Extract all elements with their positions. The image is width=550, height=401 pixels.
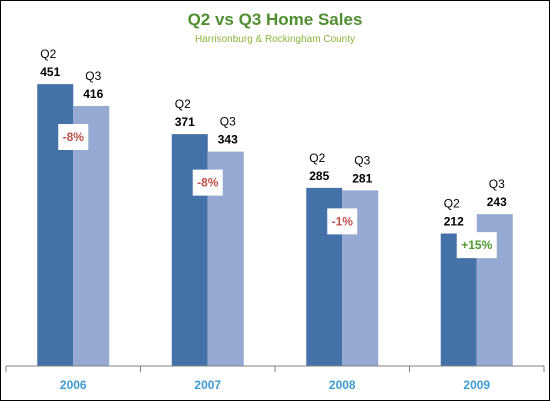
value-label-q2-2009: 212 [444, 215, 464, 229]
value-label-q3-2006: 416 [83, 87, 103, 101]
change-label-2009: +15% [461, 238, 492, 252]
chart-title: Q2 vs Q3 Home Sales [188, 10, 363, 29]
value-label-q2-2006: 451 [40, 65, 60, 79]
value-label-q2-2008: 285 [309, 169, 329, 183]
change-box-2006 [58, 124, 89, 150]
series-label-q3-2007: Q3 [220, 115, 236, 129]
change-box-2008 [327, 208, 358, 235]
tick-label-2008: 2008 [329, 378, 356, 392]
value-label-q3-2007: 343 [218, 133, 238, 147]
tick-label-2009: 2009 [463, 378, 490, 392]
value-label-q2-2007: 371 [175, 115, 195, 129]
value-label-q3-2008: 281 [352, 171, 372, 185]
change-label-2006: -8% [63, 130, 85, 144]
tick-label-2006: 2006 [60, 378, 87, 392]
series-label-q2-2007: Q2 [175, 97, 191, 111]
tick-label-2007: 2007 [194, 378, 221, 392]
chart-subtitle: Harrisonburg & Rockingham County [195, 34, 355, 45]
change-label-2008: -1% [332, 214, 354, 228]
series-label-q3-2009: Q3 [489, 177, 505, 191]
change-box-2007 [192, 169, 223, 196]
series-label-q3-2006: Q3 [85, 69, 101, 83]
series-label-q3-2008: Q3 [354, 153, 370, 167]
series-label-q2-2009: Q2 [444, 197, 460, 211]
bar-q2-2007 [171, 134, 208, 366]
value-label-q3-2009: 243 [487, 195, 507, 209]
change-box-2009 [456, 232, 497, 259]
change-label-2007: -8% [197, 176, 219, 190]
series-label-q2-2008: Q2 [309, 151, 325, 165]
series-label-q2-2006: Q2 [40, 47, 56, 61]
x-ticks: 2006 2007 2008 2009 [5, 366, 545, 392]
bars-group: Q2 451 Q3 416 -8% Q2 371 Q3 343 -8% Q2 285 Q3 281 -1% Q… [37, 47, 513, 366]
